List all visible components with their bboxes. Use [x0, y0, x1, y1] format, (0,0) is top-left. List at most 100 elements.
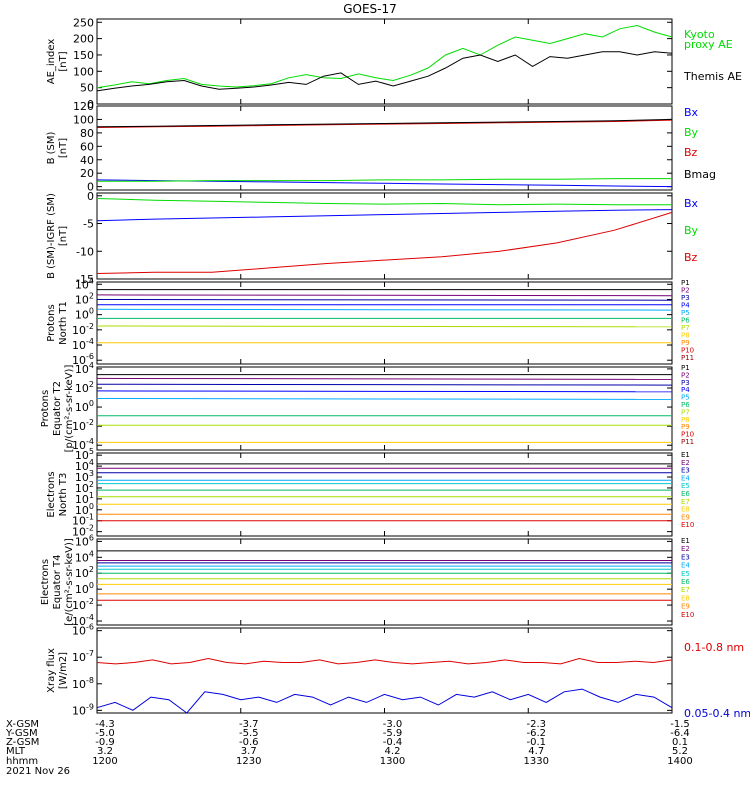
series-line — [96, 299, 673, 301]
legend-entry: E2 — [681, 545, 690, 553]
legend-entry: Bz — [684, 146, 698, 159]
footer-value: 1400 — [667, 756, 692, 767]
y-tick-label: 20 — [80, 167, 94, 180]
y-axis-label: [nT] — [58, 51, 69, 71]
legend-entry: E5 — [681, 570, 690, 578]
y-axis-label: [nT] — [58, 226, 69, 246]
y-tick-label: 104 — [75, 361, 94, 376]
legend-entry: P8 — [681, 416, 690, 424]
legend-entry: P9 — [681, 339, 690, 347]
legend-entry: E5 — [681, 482, 690, 490]
footer-value: -6.2 — [526, 728, 546, 739]
series-line — [96, 377, 673, 380]
legend-entry: P3 — [681, 294, 690, 302]
legend-entry: P1 — [681, 364, 690, 372]
panel-frame — [96, 192, 673, 280]
legend-entry: E6 — [681, 490, 690, 498]
legend-entry: By — [684, 224, 699, 237]
y-tick-label: 80 — [80, 127, 94, 140]
legend-entry: P7 — [681, 324, 690, 332]
y-axis-label: North T1 — [58, 301, 69, 345]
y-tick-label: 100 — [73, 113, 94, 126]
panel-frame — [96, 452, 673, 537]
y-tick-label: 0 — [87, 190, 94, 203]
y-axis-label: Protons — [40, 390, 51, 427]
legend-entry: P9 — [681, 423, 690, 431]
series-line — [96, 119, 673, 128]
footer-value: -3.7 — [239, 719, 259, 730]
footer-value: -0.1 — [526, 737, 546, 748]
y-axis-label: Protons — [46, 304, 57, 341]
legend-entry: E9 — [681, 603, 690, 611]
legend-entry: E9 — [681, 513, 690, 521]
panel-frame — [96, 538, 673, 626]
legend-entry: E4 — [681, 474, 690, 482]
legend-entry: E1 — [681, 451, 690, 459]
legend-entry: E2 — [681, 459, 690, 467]
y-tick-label: 250 — [73, 16, 94, 29]
legend-entry: E3 — [681, 467, 690, 475]
footer-value: -2.3 — [526, 719, 546, 730]
y-axis-label: Electrons — [40, 559, 51, 605]
footer-value: 1230 — [236, 756, 261, 767]
footer-value: -1.5 — [670, 719, 690, 730]
legend-entry: E6 — [681, 578, 690, 586]
footer-value: 3.7 — [241, 746, 257, 757]
y-axis-label: [nT] — [58, 138, 69, 158]
legend-entry: E4 — [681, 562, 690, 570]
legend-entry: E7 — [681, 498, 690, 506]
legend-entry: E1 — [681, 537, 690, 545]
y-tick-label: 0 — [87, 98, 94, 111]
legend-entry: P10 — [681, 347, 694, 355]
legend-entry: P11 — [681, 354, 694, 362]
footer-value: -5.9 — [383, 728, 403, 739]
y-tick-label: 10-2 — [72, 418, 94, 433]
plot-title: GOES-17 — [343, 2, 397, 16]
footer-row-label: hhmm — [6, 756, 38, 767]
legend-entry: Bmag — [684, 168, 716, 181]
panel-frame — [96, 281, 673, 365]
footer-row-label: MLT — [6, 746, 26, 757]
footer-row-label: Y-GSM — [5, 728, 38, 739]
y-tick-label: 200 — [73, 33, 94, 46]
footer-value: -0.6 — [239, 737, 259, 748]
legend-entry: P5 — [681, 309, 690, 317]
series-line — [96, 308, 673, 311]
y-tick-label: 40 — [80, 154, 94, 167]
footer-value: 0.1 — [672, 737, 688, 748]
series-line — [96, 383, 673, 386]
legend-entry: E10 — [681, 611, 694, 619]
series-line — [96, 118, 673, 128]
series-line — [96, 657, 673, 665]
legend-entry: P4 — [681, 302, 690, 310]
footer-value: 1330 — [524, 756, 549, 767]
y-tick-label: 0 — [87, 181, 94, 194]
y-axis-label: Equator T4 — [52, 555, 63, 610]
footer-date: 2021 Nov 26 — [6, 766, 70, 777]
y-tick-label: 60 — [80, 140, 94, 153]
y-axis-label: [W/m2] — [58, 652, 69, 689]
footer-value: -4.3 — [95, 719, 115, 730]
footer-value: 3.2 — [97, 746, 113, 757]
footer-row-label: Z-GSM — [6, 737, 39, 748]
y-tick-label: -15 — [76, 273, 94, 286]
legend-entry: P6 — [681, 401, 690, 409]
legend-entry: By — [684, 126, 699, 139]
series-line — [96, 294, 673, 297]
y-tick-label: 10-2 — [72, 597, 94, 612]
legend-entry: 0.05-0.4 nm — [684, 707, 750, 720]
y-axis-label: [p/(cm²-s-sr-keV)] — [64, 365, 75, 453]
y-tick-label: 104 — [75, 276, 94, 291]
y-tick-label: 102 — [75, 380, 94, 395]
y-tick-label: 100 — [75, 307, 94, 322]
y-tick-label: 104 — [75, 549, 94, 564]
legend-entry: E7 — [681, 586, 690, 594]
y-tick-label: 120 — [73, 100, 94, 113]
y-axis-label: B (SM) — [46, 131, 57, 164]
